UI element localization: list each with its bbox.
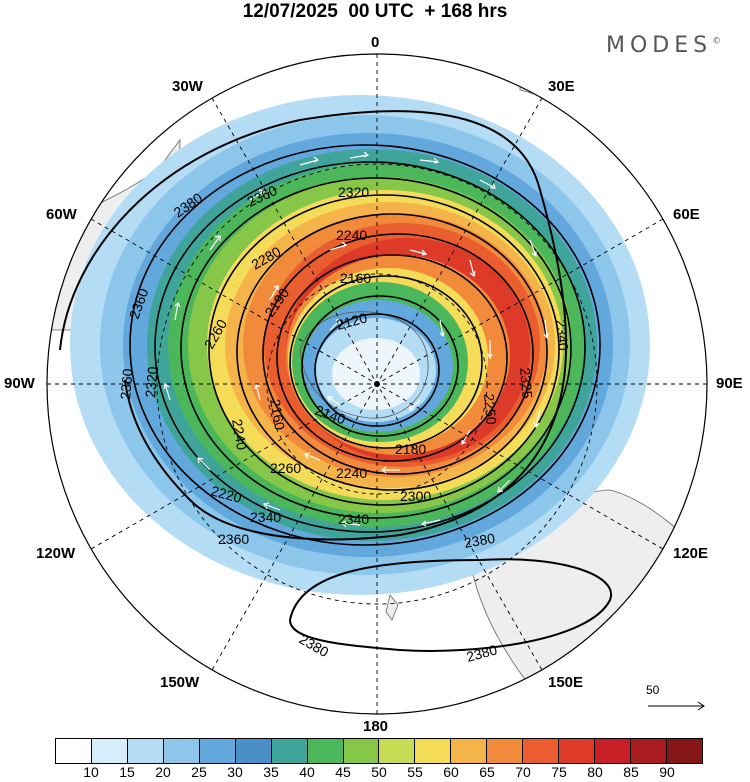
contour-label: 2260 xyxy=(270,460,301,476)
lon-label-0: 0 xyxy=(371,34,380,51)
contour-label: 2380 xyxy=(463,530,497,551)
lon-label-60e: 60E xyxy=(673,206,700,223)
colorbar-tick-label: 55 xyxy=(407,764,423,780)
colorbar-cell xyxy=(451,739,488,763)
colorbar-cell xyxy=(631,739,667,763)
colorbar-cell xyxy=(307,739,344,763)
colorbar-tick-label: 60 xyxy=(443,764,459,780)
contour-label: 2360 xyxy=(218,531,249,547)
contour-label: 2160 xyxy=(267,398,288,432)
colorbar-tick-label: 40 xyxy=(299,764,315,780)
colorbar-cell xyxy=(343,739,380,763)
height-contours xyxy=(59,110,613,652)
contour-label: 2240 xyxy=(229,418,250,452)
lon-label-60w: 60W xyxy=(46,206,77,223)
contour-label: 2180 xyxy=(395,441,426,457)
colorbar-cell xyxy=(235,739,272,763)
contour-label: 2120 xyxy=(335,309,369,333)
contour-label: 2250 xyxy=(481,393,500,426)
colorbar-cell xyxy=(559,739,596,763)
contour-label: 2300 xyxy=(400,488,431,504)
antarctica-coastline xyxy=(299,311,429,419)
colorbar-tick-label: 65 xyxy=(479,764,495,780)
colorbar-tick-label: 15 xyxy=(119,764,135,780)
brand-mark: © xyxy=(712,36,727,47)
colorbar-cell xyxy=(666,739,702,763)
colorbar-tick-label: 10 xyxy=(83,764,99,780)
colorbar-tick-label: 30 xyxy=(227,764,243,780)
colorbar-cell xyxy=(127,739,164,763)
colorbar-tick-label: 90 xyxy=(659,764,675,780)
colorbar-cell xyxy=(163,739,200,763)
contour-label: 2340 xyxy=(338,511,369,527)
colorbar-tick-label: 45 xyxy=(335,764,351,780)
lon-label-30w: 30W xyxy=(172,78,203,95)
contour-label: 2240 xyxy=(336,227,367,243)
wind-vectors xyxy=(163,151,549,528)
lon-label-120w: 120W xyxy=(36,545,76,562)
contour-label: 2220 xyxy=(209,482,243,506)
colorbar-tick-label: 85 xyxy=(623,764,639,780)
reference-vector-label: 50 xyxy=(646,683,660,697)
colorbar-tick-label: 80 xyxy=(587,764,603,780)
new-zealand-land xyxy=(385,594,399,621)
colorbar xyxy=(55,738,703,764)
lon-label-120e: 120E xyxy=(673,545,709,562)
lon-label-150e: 150E xyxy=(548,674,584,691)
brand-logo: MODES© xyxy=(606,33,726,58)
brand-text: MODES xyxy=(606,33,713,58)
contour-label: 2340 xyxy=(553,319,572,352)
lon-label-90e: 90E xyxy=(716,375,743,392)
lon-label-150w: 150W xyxy=(160,674,200,691)
lon-label-30e: 30E xyxy=(548,78,575,95)
colorbar-cell xyxy=(91,739,128,763)
map-boundary xyxy=(46,53,708,715)
colorbar-tick-label: 50 xyxy=(371,764,387,780)
contour-label: 2240 xyxy=(336,465,367,481)
contour-label: 2380 xyxy=(465,641,499,665)
reference-vector-arrow xyxy=(648,701,705,711)
colorbar-cell xyxy=(199,739,236,763)
map-title: 12/07/2025 00 UTC + 168 hrs xyxy=(242,1,508,22)
contour-label: 2320 xyxy=(142,366,161,399)
colorbar-cell xyxy=(595,739,631,763)
colorbar-cell xyxy=(56,739,92,763)
contour-label: 2325 xyxy=(517,367,536,400)
colorbar-tick-label: 75 xyxy=(551,764,567,780)
colorbar-cell xyxy=(415,739,452,763)
colorbar-cell xyxy=(271,739,308,763)
colorbar-tick-label: 20 xyxy=(155,764,171,780)
contour-label: 2160 xyxy=(340,270,371,286)
colorbar-cell xyxy=(487,739,524,763)
south-pole-marker xyxy=(374,381,380,387)
contour-label: 2320 xyxy=(338,184,369,200)
colorbar-cell xyxy=(379,739,416,763)
colorbar-ticks: 10 15 20 25 30 35 40 45 50 55 60 65 70 75 80 85 90 xyxy=(55,764,703,782)
colorbar-tick-label: 25 xyxy=(191,764,207,780)
contour-label: 2360 xyxy=(117,368,136,401)
colorbar-tick-label: 35 xyxy=(263,764,279,780)
contour-label: 2340 xyxy=(250,509,281,525)
lon-label-180: 180 xyxy=(363,718,389,735)
lon-label-90w: 90W xyxy=(4,375,35,392)
colorbar-cell xyxy=(523,739,560,763)
colorbar-tick-label: 70 xyxy=(515,764,531,780)
